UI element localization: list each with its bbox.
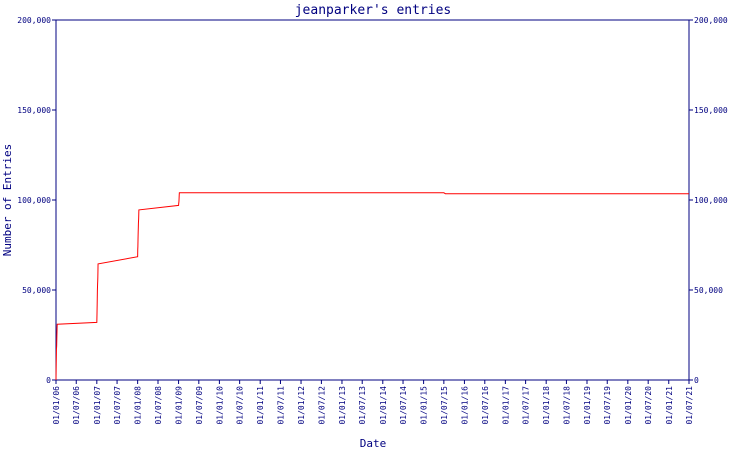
y-tick-label-left: 200,000 [17,16,51,25]
y-tick-label-left: 150,000 [17,106,51,115]
x-tick-label: 01/01/15 [420,386,429,425]
x-tick-label: 01/01/14 [379,386,388,425]
x-tick-label: 01/07/14 [399,386,408,425]
x-tick-label: 01/01/12 [297,386,306,425]
x-tick-label: 01/01/20 [624,386,633,425]
y-tick-label-right: 100,000 [694,196,728,205]
x-tick-label: 01/01/06 [52,386,61,425]
x-tick-label: 01/07/09 [195,386,204,425]
x-tick-label: 01/01/11 [256,386,265,425]
y-tick-label-left: 0 [46,376,51,385]
x-tick-label: 01/01/21 [665,386,674,425]
y-tick-label-right: 50,000 [694,286,723,295]
x-tick-label: 01/07/11 [276,386,285,425]
x-tick-label: 01/07/16 [481,386,490,425]
x-tick-label: 01/07/19 [603,386,612,425]
x-axis: 01/01/06 01/07/06 01/01/07 01/07/07 01/01/08… [52,380,694,425]
x-tick-label: 01/01/19 [583,386,592,425]
x-tick-label: 01/07/18 [562,386,571,425]
y-axis-label: Number of Entries [1,144,14,257]
x-tick-label: 01/07/07 [113,386,122,425]
chart-title: jeanparker's entries [295,3,452,18]
x-tick-label: 01/01/07 [93,386,102,425]
x-tick-label: 01/07/13 [358,386,367,425]
x-tick-label: 01/01/16 [460,386,469,425]
y-tick-label-right: 200,000 [694,16,728,25]
x-axis-label: Date [360,437,387,450]
series-line [55,192,689,381]
x-tick-label: 01/01/09 [175,386,184,425]
y-tick-label-left: 100,000 [17,196,51,205]
y-tick-label-right: 150,000 [694,106,728,115]
x-tick-label: 01/01/10 [215,386,224,425]
x-tick-label: 01/01/17 [501,386,510,425]
x-tick-label: 01/07/06 [72,386,81,425]
x-tick-label: 01/07/15 [440,386,449,425]
x-tick-label: 01/07/12 [317,386,326,425]
y-tick-label-left: 50,000 [22,286,51,295]
x-tick-label: 01/07/08 [154,386,163,425]
x-tick-label: 01/07/10 [236,386,245,425]
y-tick-label-right: 0 [694,376,699,385]
right-y-axis: 0 50,000 100,000 150,000 200,000 [689,16,728,385]
left-y-axis: 0 50,000 100,000 150,000 200,000 [17,16,56,385]
x-tick-label: 01/01/13 [338,386,347,425]
x-tick-label: 01/07/20 [644,386,653,425]
x-tick-label: 01/07/17 [522,386,531,425]
x-tick-label: 01/07/21 [685,386,694,425]
x-tick-label: 01/01/18 [542,386,551,425]
x-tick-label: 01/01/08 [134,386,143,425]
